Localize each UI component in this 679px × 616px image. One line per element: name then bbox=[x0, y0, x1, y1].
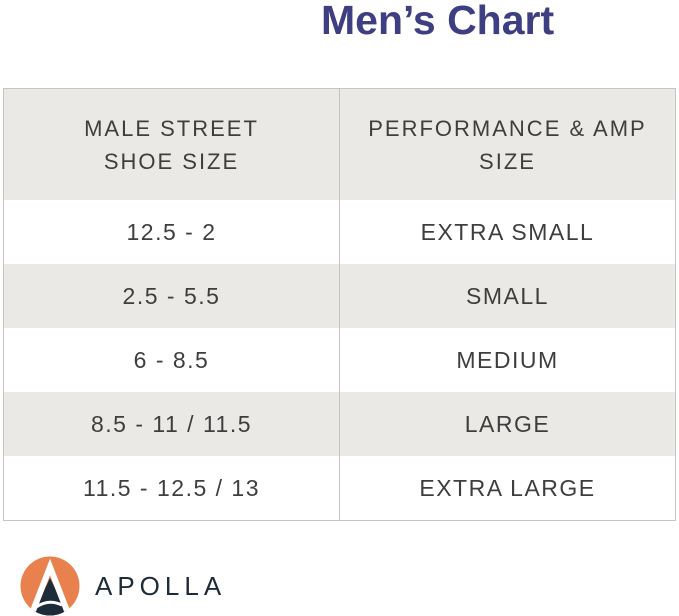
cell-amp-size: SMALL bbox=[339, 264, 676, 328]
page-title: Men’s Chart bbox=[321, 0, 555, 43]
cell-shoe-size: 8.5 - 11 / 11.5 bbox=[3, 392, 340, 456]
header-line: SIZE bbox=[479, 148, 536, 174]
column-header-shoe-size: MALE STREET SHOE SIZE bbox=[3, 88, 340, 200]
size-chart-table: MALE STREET SHOE SIZE PERFORMANCE & AMP … bbox=[3, 88, 676, 521]
cell-shoe-size: 11.5 - 12.5 / 13 bbox=[3, 456, 340, 521]
table-row: 6 - 8.5 MEDIUM bbox=[3, 328, 676, 392]
header-row: MALE STREET SHOE SIZE PERFORMANCE & AMP … bbox=[3, 88, 676, 200]
cell-shoe-size: 2.5 - 5.5 bbox=[3, 264, 340, 328]
table-row: 8.5 - 11 / 11.5 LARGE bbox=[3, 392, 676, 456]
cell-shoe-size: 12.5 - 2 bbox=[3, 200, 340, 264]
cell-amp-size: EXTRA LARGE bbox=[339, 456, 676, 521]
table-row: 12.5 - 2 EXTRA SMALL bbox=[3, 200, 676, 264]
cell-amp-size: MEDIUM bbox=[339, 328, 676, 392]
table-header: MALE STREET SHOE SIZE PERFORMANCE & AMP … bbox=[3, 88, 676, 200]
column-header-amp-size: PERFORMANCE & AMP SIZE bbox=[339, 88, 676, 200]
cell-amp-size: LARGE bbox=[339, 392, 676, 456]
table-body: 12.5 - 2 EXTRA SMALL 2.5 - 5.5 SMALL 6 -… bbox=[3, 200, 676, 521]
cell-amp-size: EXTRA SMALL bbox=[339, 200, 676, 264]
brand-footer: APOLLA bbox=[20, 556, 226, 616]
brand-wordmark: APOLLA bbox=[95, 570, 227, 601]
table-row: 11.5 - 12.5 / 13 EXTRA LARGE bbox=[3, 456, 676, 521]
header-line: PERFORMANCE & AMP bbox=[368, 115, 647, 141]
cell-shoe-size: 6 - 8.5 bbox=[3, 328, 340, 392]
apolla-mountain-a-icon bbox=[20, 556, 80, 616]
header-line: MALE STREET bbox=[84, 115, 259, 141]
header-line: SHOE SIZE bbox=[103, 148, 240, 174]
table-row: 2.5 - 5.5 SMALL bbox=[3, 264, 676, 328]
